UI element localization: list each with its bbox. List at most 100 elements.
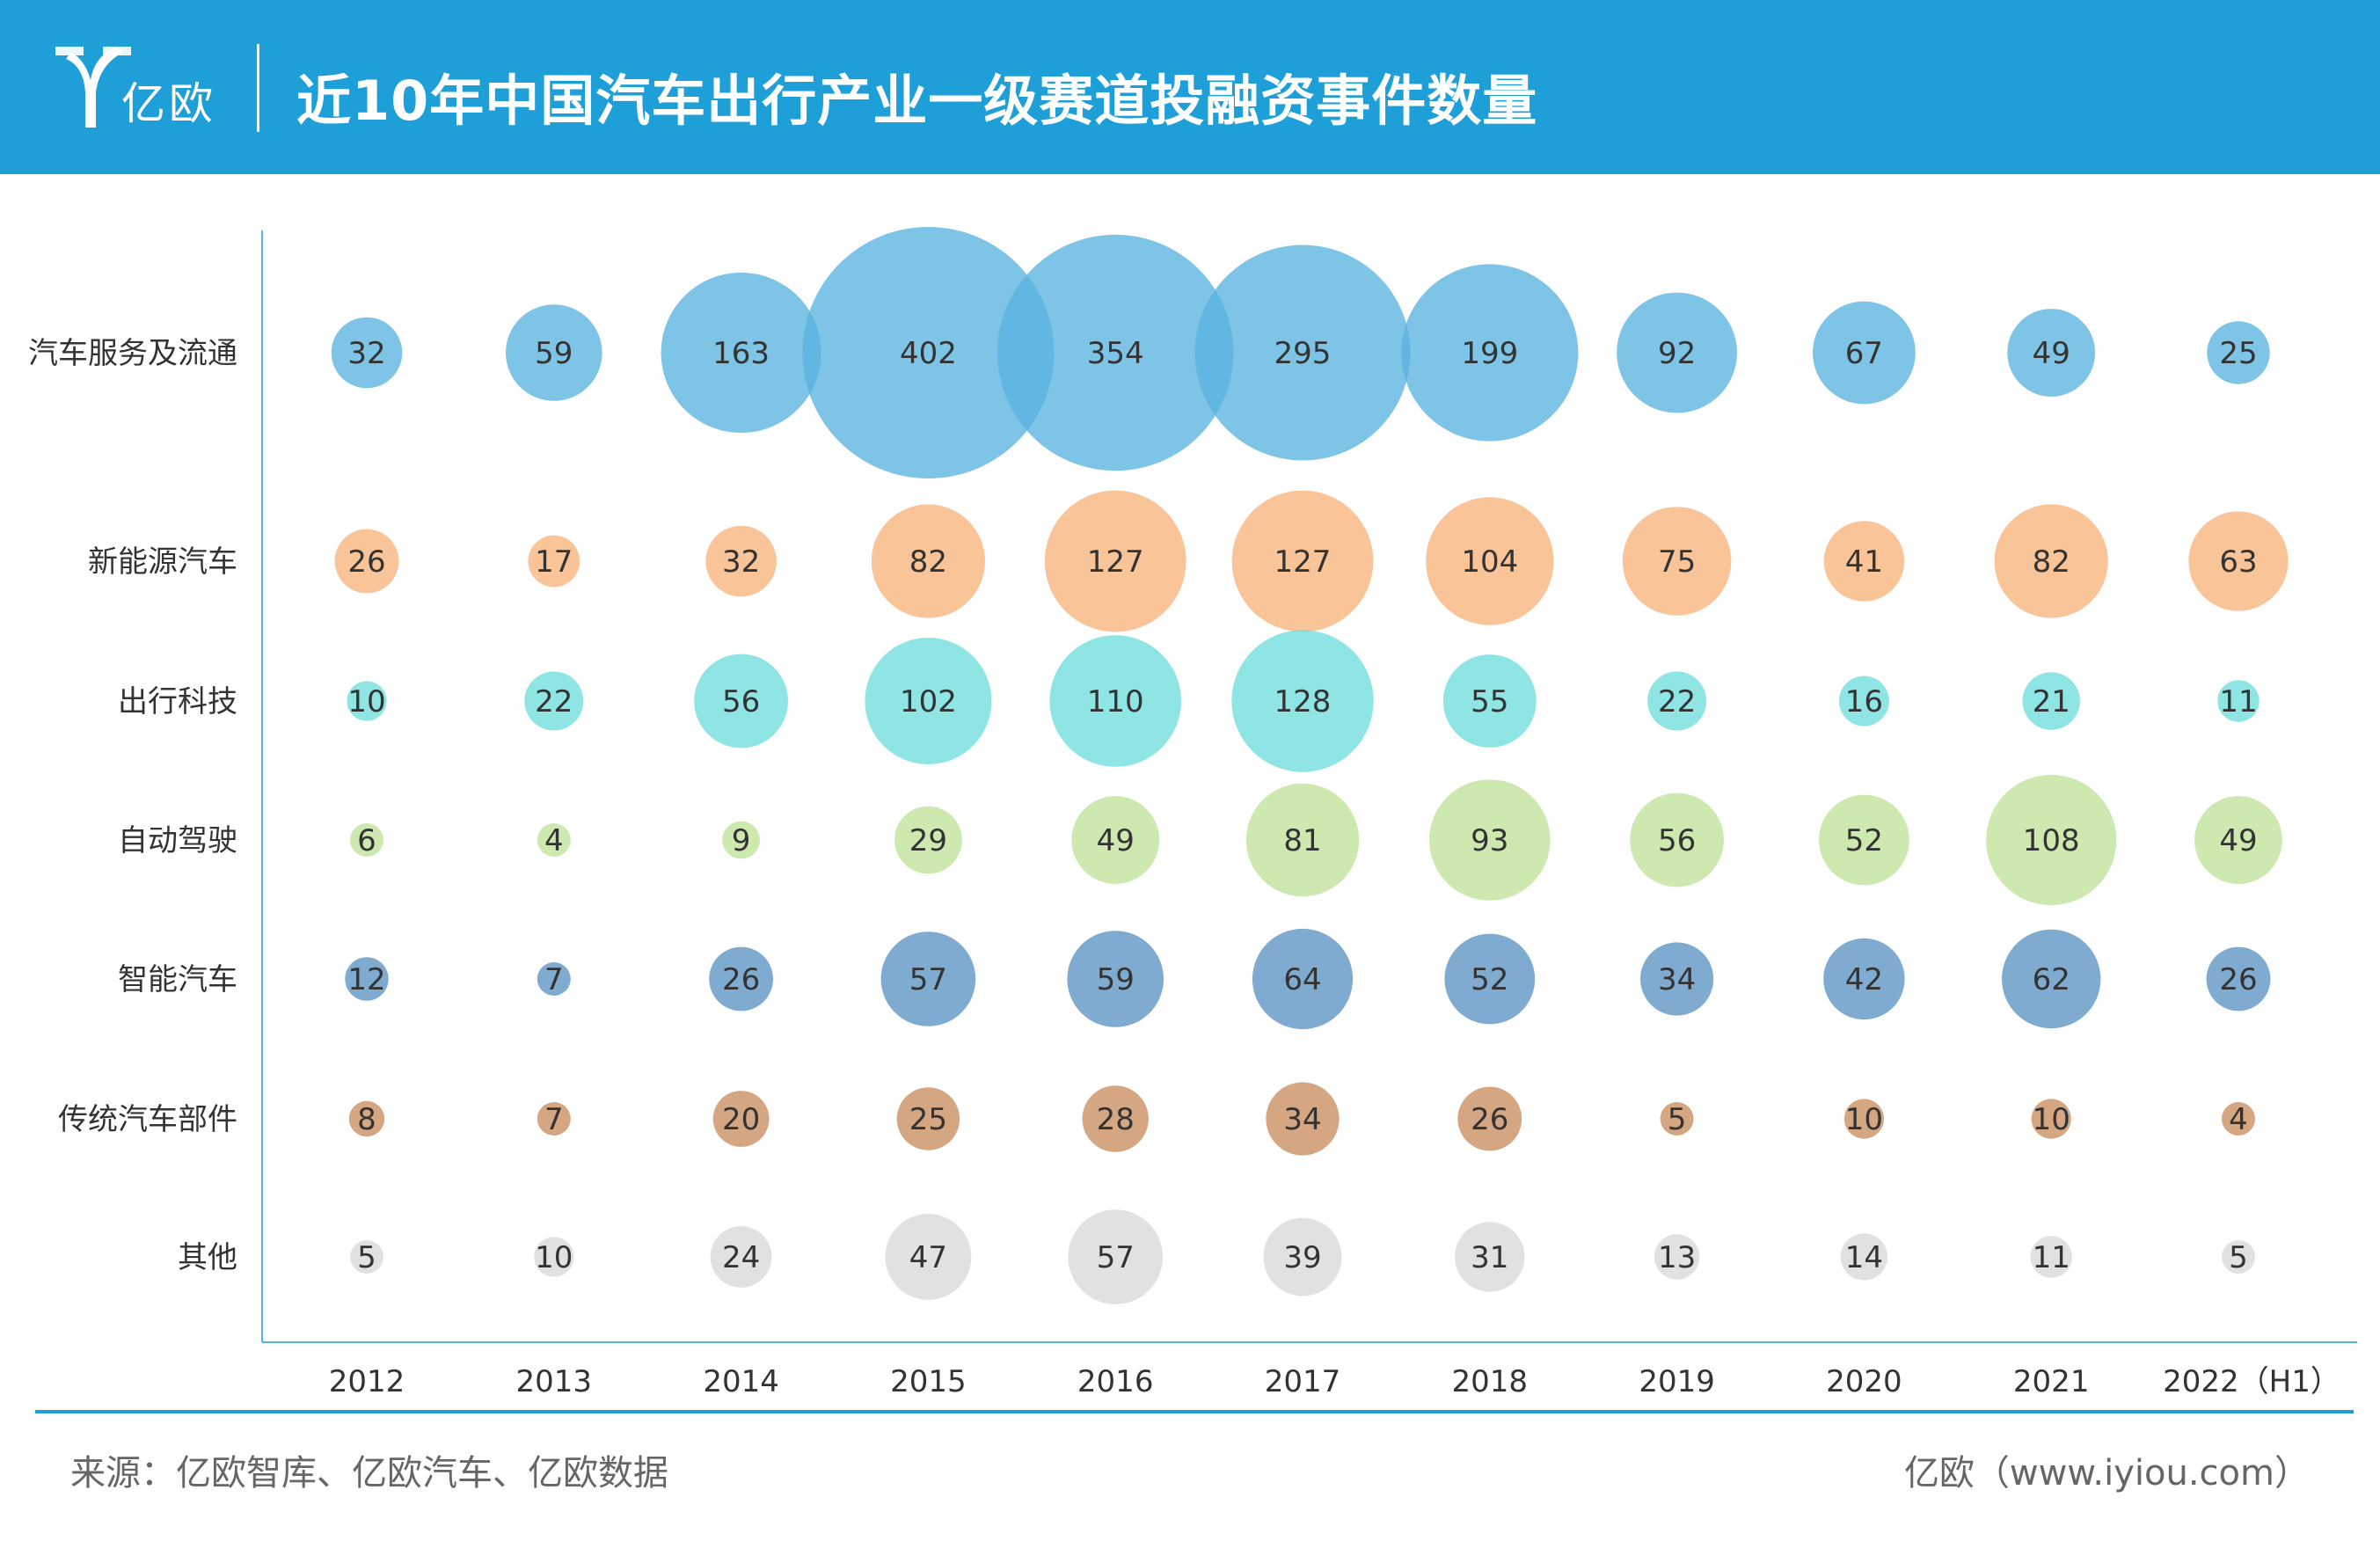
row-label: 智能汽车 bbox=[118, 962, 237, 997]
data-label: 26 bbox=[722, 962, 760, 997]
data-label: 34 bbox=[1283, 1102, 1321, 1137]
data-label: 59 bbox=[535, 336, 573, 371]
data-label: 16 bbox=[1845, 684, 1883, 719]
row-label: 出行科技 bbox=[118, 684, 237, 719]
bubble bbox=[331, 317, 403, 389]
bubble bbox=[347, 681, 387, 721]
bubble bbox=[537, 962, 571, 996]
data-label: 22 bbox=[535, 684, 573, 719]
data-label: 26 bbox=[2219, 962, 2257, 997]
bubble bbox=[348, 1100, 385, 1137]
x-tick-label: 2016 bbox=[1077, 1364, 1154, 1399]
bubble bbox=[334, 529, 399, 594]
data-label: 10 bbox=[1845, 1102, 1883, 1137]
bubble bbox=[1823, 938, 1905, 1020]
data-label: 10 bbox=[2033, 1102, 2070, 1137]
credit-note: 亿欧（www.iyiou.com） bbox=[1903, 1453, 2310, 1494]
data-label: 52 bbox=[1845, 823, 1883, 858]
bubble bbox=[1823, 521, 1905, 602]
bubble bbox=[1429, 779, 1551, 901]
bubble bbox=[1263, 1217, 1342, 1296]
data-label: 11 bbox=[2033, 1240, 2070, 1275]
bubble bbox=[880, 931, 976, 1026]
x-tick-label: 2018 bbox=[1452, 1364, 1529, 1399]
data-label: 7 bbox=[544, 1102, 564, 1137]
data-label: 59 bbox=[1097, 962, 1135, 997]
data-label: 354 bbox=[1087, 336, 1144, 371]
bubble bbox=[871, 504, 985, 618]
data-label: 42 bbox=[1845, 962, 1883, 997]
data-label: 199 bbox=[1461, 336, 1518, 371]
bubble bbox=[1266, 1082, 1340, 1156]
bubble bbox=[1647, 671, 1707, 731]
bubble bbox=[2217, 680, 2260, 722]
bubble bbox=[802, 227, 1055, 478]
data-label: 9 bbox=[732, 823, 751, 858]
bubble bbox=[1231, 490, 1374, 632]
bubble bbox=[1654, 1234, 1700, 1280]
row-label: 传统汽车部件 bbox=[58, 1102, 237, 1137]
bubble bbox=[1252, 928, 1354, 1030]
data-label: 56 bbox=[1658, 823, 1696, 858]
row-label: 新能源汽车 bbox=[88, 544, 237, 580]
data-label: 26 bbox=[347, 544, 385, 580]
data-label: 81 bbox=[1283, 823, 1321, 858]
data-label: 82 bbox=[909, 544, 947, 580]
bubble bbox=[1819, 794, 1909, 886]
bubble bbox=[1994, 504, 2108, 618]
row-label: 其他 bbox=[178, 1240, 237, 1275]
bubble bbox=[1067, 931, 1164, 1027]
data-label: 52 bbox=[1471, 962, 1508, 997]
data-label: 32 bbox=[347, 336, 385, 371]
data-label: 39 bbox=[1283, 1240, 1321, 1275]
bubble bbox=[528, 535, 580, 588]
bubble bbox=[1617, 292, 1737, 413]
bubble bbox=[2222, 1240, 2255, 1274]
bubble bbox=[2022, 672, 2080, 730]
bubble bbox=[1426, 497, 1554, 625]
bubble bbox=[722, 821, 760, 859]
data-label: 12 bbox=[347, 962, 385, 997]
header-divider bbox=[257, 44, 259, 132]
data-label: 108 bbox=[2023, 823, 2080, 858]
bubble bbox=[709, 946, 773, 1012]
bubble bbox=[350, 823, 383, 857]
x-tick-label: 2017 bbox=[1265, 1364, 1341, 1399]
logo-text: 亿欧 bbox=[121, 78, 216, 129]
footer-divider bbox=[35, 1410, 2354, 1413]
data-label: 67 bbox=[1845, 336, 1883, 371]
data-label: 49 bbox=[2033, 336, 2070, 371]
data-label: 28 bbox=[1097, 1102, 1135, 1137]
bubble bbox=[865, 638, 992, 764]
x-tick-label: 2014 bbox=[703, 1364, 779, 1399]
data-label: 25 bbox=[2219, 336, 2257, 371]
bubble bbox=[506, 304, 602, 401]
data-label: 49 bbox=[1097, 823, 1135, 858]
x-tick-label: 2021 bbox=[2013, 1364, 2090, 1399]
x-tick-label: 2022（H1） bbox=[2163, 1364, 2340, 1399]
data-label: 63 bbox=[2219, 544, 2257, 580]
bubble bbox=[1444, 933, 1536, 1025]
bubble bbox=[1071, 796, 1160, 884]
data-label: 55 bbox=[1471, 684, 1508, 719]
data-label: 62 bbox=[2033, 962, 2070, 997]
bubble bbox=[1622, 507, 1732, 616]
data-label: 110 bbox=[1087, 684, 1144, 719]
data-label: 6 bbox=[357, 823, 376, 858]
data-label: 7 bbox=[544, 962, 564, 997]
data-label: 31 bbox=[1471, 1240, 1508, 1275]
data-label: 92 bbox=[1658, 336, 1696, 371]
bubble bbox=[1442, 654, 1537, 748]
bubble bbox=[1660, 1102, 1694, 1136]
row-label: 汽车服务及流通 bbox=[28, 336, 237, 371]
data-label: 75 bbox=[1658, 544, 1696, 580]
data-label: 34 bbox=[1658, 962, 1696, 997]
bubble bbox=[2002, 929, 2101, 1029]
data-label: 82 bbox=[2033, 544, 2070, 580]
bubble bbox=[1068, 1209, 1163, 1304]
data-label: 4 bbox=[2229, 1102, 2248, 1137]
data-label: 64 bbox=[1283, 962, 1321, 997]
x-tick-label: 2012 bbox=[329, 1364, 405, 1399]
data-label: 41 bbox=[1845, 544, 1883, 580]
